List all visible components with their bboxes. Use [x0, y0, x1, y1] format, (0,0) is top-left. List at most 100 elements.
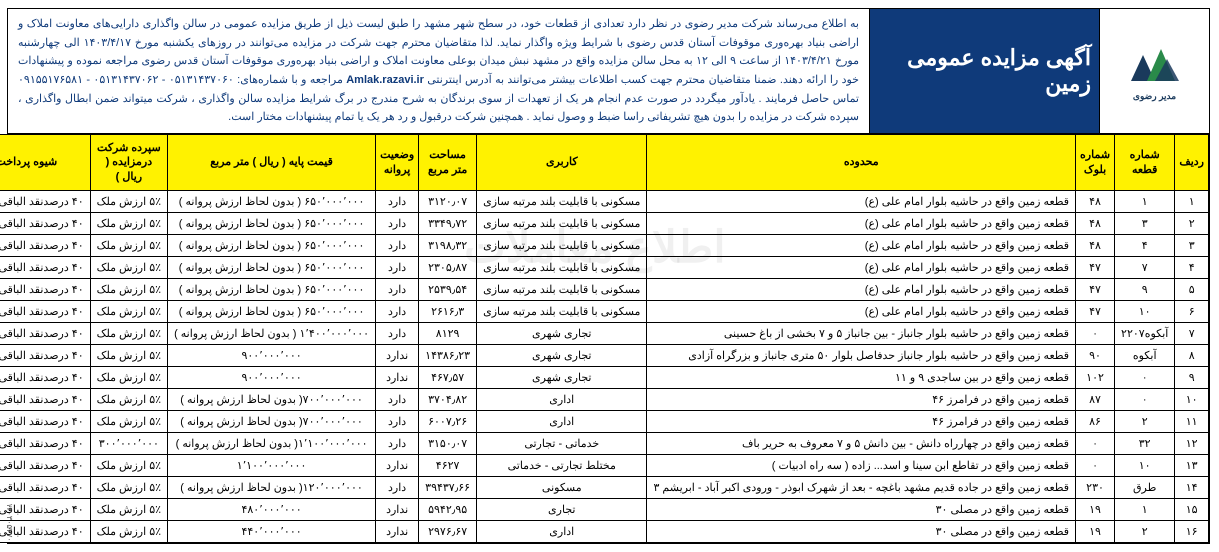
cell-use: اداری — [478, 389, 648, 411]
cell-row: ۱۶ — [1176, 521, 1210, 543]
cell-parcel: ۴ — [1116, 235, 1176, 257]
cell-use: تجاری شهری — [478, 323, 648, 345]
cell-permit: دارد — [377, 279, 420, 301]
table-row: ۱۲۳۲·قطعه زمین واقع در چهارراه دانش - بی… — [0, 433, 1210, 455]
cell-row: ۱۲ — [1176, 433, 1210, 455]
cell-loc: قطعه زمین واقع در بین ساجدی ۹ و ۱۱ — [648, 367, 1077, 389]
cell-loc: قطعه زمین واقع در مصلی ۳۰ — [648, 499, 1077, 521]
cell-dep: ۵٪ ارزش ملک — [91, 455, 168, 477]
col-area: مساحت متر مربع — [420, 135, 478, 191]
col-use: کاربری — [478, 135, 648, 191]
cell-dep: ۵٪ ارزش ملک — [91, 499, 168, 521]
cell-use: اداری — [478, 411, 648, 433]
cell-price: ۶۵۰٬۰۰۰٬۰۰۰ ( بدون لحاظ ارزش پروانه ) — [169, 301, 377, 323]
cell-loc: قطعه زمین واقع در حاشیه بلوار امام علی (… — [648, 257, 1077, 279]
cell-permit: دارد — [377, 213, 420, 235]
cell-area: ۳۹۴۳۷٫۶۶ — [420, 477, 478, 499]
cell-price: ۶۵۰٬۰۰۰٬۰۰۰ ( بدون لحاظ ارزش پروانه ) — [169, 191, 377, 213]
logo-icon — [1126, 41, 1186, 89]
cell-permit: دارد — [377, 433, 420, 455]
cell-permit: ندارد — [377, 367, 420, 389]
col-row: ردیف — [1176, 135, 1210, 191]
cell-pay: ۴۰ درصدنقد الباقی اقساط یکساله — [0, 257, 91, 279]
cell-dep: ۵٪ ارزش ملک — [91, 213, 168, 235]
table-row: ۴۷۴۷قطعه زمین واقع در حاشیه بلوار امام ع… — [0, 257, 1210, 279]
cell-pay: ۴۰ درصدنقد الباقی اقساط یکساله — [0, 433, 91, 455]
cell-block: · — [1077, 455, 1116, 477]
table-row: ۱۵۱۱۹قطعه زمین واقع در مصلی ۳۰تجاری۵۹۴۲٫… — [0, 499, 1210, 521]
cell-use: تجاری شهری — [478, 367, 648, 389]
cell-block: ۸۶ — [1077, 411, 1116, 433]
cell-area: ۴۶۷٫۵۷ — [420, 367, 478, 389]
cell-loc: قطعه زمین واقع در مصلی ۳۰ — [648, 521, 1077, 543]
cell-price: ۴۴۰٬۰۰۰٬۰۰۰ — [169, 521, 377, 543]
logo-caption: مدیر رضوی — [1134, 91, 1177, 102]
cell-block: ۸۷ — [1077, 389, 1116, 411]
cell-price: ۹۰۰٬۰۰۰٬۰۰۰ — [169, 345, 377, 367]
cell-pay: ۴۰ درصدنقد الباقی اقساط یکساله — [0, 213, 91, 235]
cell-block: ۴۷ — [1077, 301, 1116, 323]
cell-parcel: · — [1116, 367, 1176, 389]
cell-price: ۹۰۰٬۰۰۰٬۰۰۰ — [169, 367, 377, 389]
logo-box: مدیر رضوی — [1100, 9, 1210, 133]
cell-price: ۶۵۰٬۰۰۰٬۰۰۰ ( بدون لحاظ ارزش پروانه ) — [169, 257, 377, 279]
cell-row: ۱ — [1176, 191, 1210, 213]
cell-parcel: ۲ — [1116, 411, 1176, 433]
cell-permit: دارد — [377, 301, 420, 323]
cell-use: مسکونی با قابلیت بلند مرتبه سازی — [478, 213, 648, 235]
cell-area: ۳۱۵۰٫۰۷ — [420, 433, 478, 455]
cell-use: خدماتی - تجارتی — [478, 433, 648, 455]
cell-permit: دارد — [377, 257, 420, 279]
cell-dep: ۵٪ ارزش ملک — [91, 279, 168, 301]
cell-block: ۴۸ — [1077, 191, 1116, 213]
cell-row: ۱۵ — [1176, 499, 1210, 521]
cell-area: ۵۹۴۲٫۹۵ — [420, 499, 478, 521]
cell-block: · — [1077, 323, 1116, 345]
cell-area: ۳۱۲۰٫۰۷ — [420, 191, 478, 213]
cell-loc: قطعه زمین واقع در حاشیه بلوار امام علی (… — [648, 213, 1077, 235]
cell-use: مسکونی با قابلیت بلند مرتبه سازی — [478, 235, 648, 257]
cell-pay: ۴۰ درصدنقد الباقی اقساط یکساله — [0, 191, 91, 213]
cell-area: ۲۵۳۹٫۵۴ — [420, 279, 478, 301]
cell-parcel: ۹ — [1116, 279, 1176, 301]
table-body: ۱۱۴۸قطعه زمین واقع در حاشیه بلوار امام ع… — [0, 191, 1210, 543]
cell-area: ۲۳۰۵٫۸۷ — [420, 257, 478, 279]
cell-dep: ۵٪ ارزش ملک — [91, 323, 168, 345]
cell-area: ۲۶۱۶٫۳ — [420, 301, 478, 323]
col-loc: محدوده — [648, 135, 1077, 191]
cell-area: ۴۶۲۷ — [420, 455, 478, 477]
cell-pay: ۴۰ درصدنقد الباقی اقساط یکساله — [0, 367, 91, 389]
cell-parcel: ۱۰ — [1116, 301, 1176, 323]
table-row: ۲۳۴۸قطعه زمین واقع در حاشیه بلوار امام ع… — [0, 213, 1210, 235]
cell-permit: دارد — [377, 477, 420, 499]
cell-use: مختلط تجارتی - خدماتی — [478, 455, 648, 477]
main-title: آگهی مزایده عمومی زمین — [870, 9, 1100, 133]
cell-area: ۳۷۰۴٫۸۲ — [420, 389, 478, 411]
col-block: شماره بلوک — [1077, 135, 1116, 191]
cell-dep: ۵٪ ارزش ملک — [91, 389, 168, 411]
cell-price: ۷۰۰٬۰۰۰٬۰۰۰( بدون لحاظ ارزش پروانه ) — [169, 389, 377, 411]
header: مدیر رضوی آگهی مزایده عمومی زمین به اطلا… — [9, 9, 1210, 134]
auction-table: ردیف شماره قطعه شماره بلوک محدوده کاربری… — [0, 134, 1210, 543]
cell-parcel: ۱ — [1116, 499, 1176, 521]
cell-use: مسکونی با قابلیت بلند مرتبه سازی — [478, 301, 648, 323]
cell-dep: ۵٪ ارزش ملک — [91, 257, 168, 279]
table-row: ۱۰·۸۷قطعه زمین واقع در فرامرز ۴۶اداری۳۷۰… — [0, 389, 1210, 411]
cell-use: مسکونی با قابلیت بلند مرتبه سازی — [478, 191, 648, 213]
cell-dep: ۵٪ ارزش ملک — [91, 235, 168, 257]
cell-block: ۴۷ — [1077, 279, 1116, 301]
intro-text: به اطلاع می‌رساند شرکت مدیر رضوی در نظر … — [9, 9, 870, 133]
cell-pay: ۴۰ درصدنقد الباقی اقساط یکساله — [0, 323, 91, 345]
cell-parcel: ۱ — [1116, 191, 1176, 213]
cell-pay: ۴۰ درصدنقد الباقی اقساط یکساله — [0, 477, 91, 499]
cell-use: مسکونی با قابلیت بلند مرتبه سازی — [478, 257, 648, 279]
cell-permit: دارد — [377, 411, 420, 433]
cell-dep: ۵٪ ارزش ملک — [91, 411, 168, 433]
table-row: ۶۱۰۴۷قطعه زمین واقع در حاشیه بلوار امام … — [0, 301, 1210, 323]
cell-permit: ندارد — [377, 455, 420, 477]
cell-price: ۶۵۰٬۰۰۰٬۰۰۰ ( بدون لحاظ ارزش پروانه ) — [169, 235, 377, 257]
cell-price: ۱٬۴۰۰٬۰۰۰٬۰۰۰ ( بدون لحاظ ارزش پروانه ) — [169, 323, 377, 345]
cell-use: اداری — [478, 521, 648, 543]
cell-parcel: ۳ — [1116, 213, 1176, 235]
cell-parcel: · — [1116, 389, 1176, 411]
